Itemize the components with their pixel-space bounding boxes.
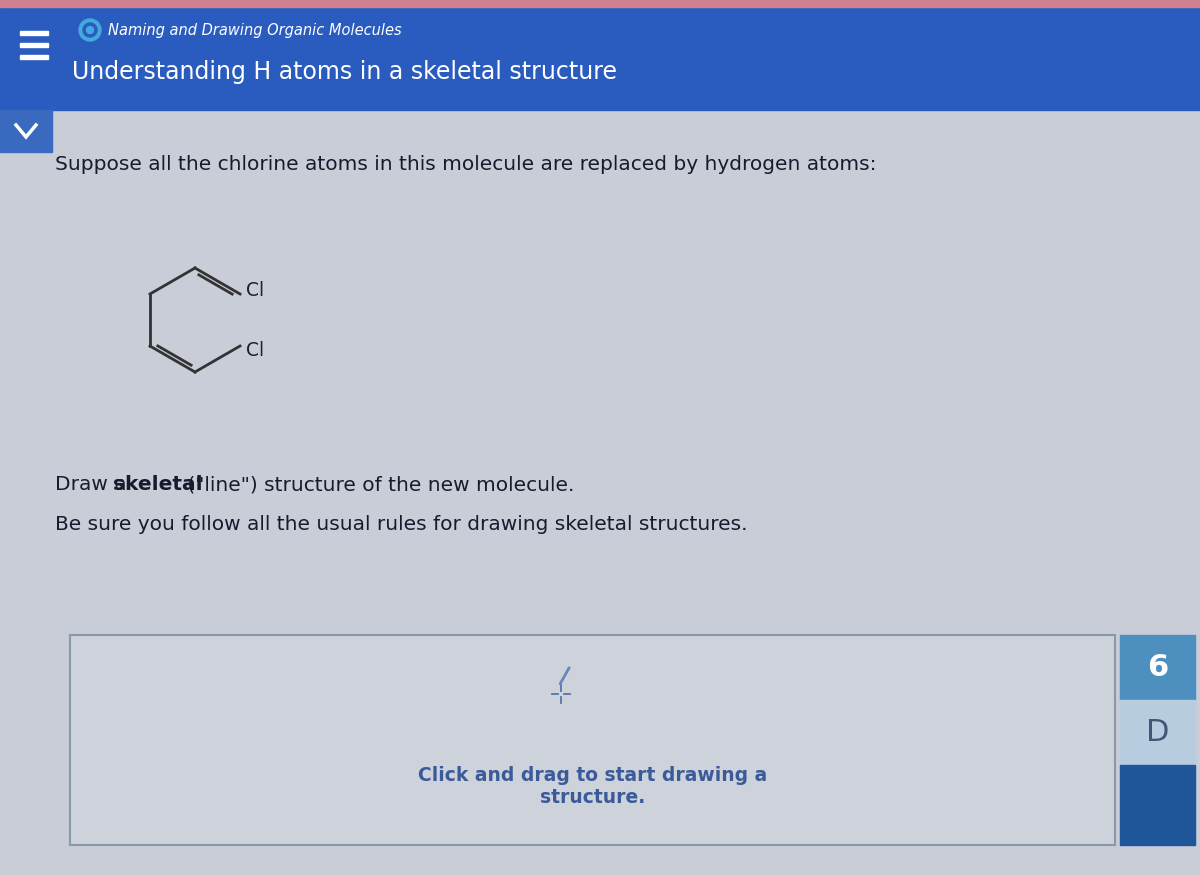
Bar [1120,765,1195,845]
Bar [20,55,48,59]
Text: Understanding H atoms in a skeletal structure: Understanding H atoms in a skeletal stru… [72,60,617,84]
Text: ("line") structure of the new molecule.: ("line") structure of the new molecule. [181,475,575,494]
Bar [20,31,48,35]
Bar [1120,700,1195,765]
Circle shape [83,23,97,37]
Bar [1120,635,1195,700]
Bar [70,635,1115,845]
Bar [0,0,1200,7]
Text: Suppose all the chlorine atoms in this molecule are replaced by hydrogen atoms:: Suppose all the chlorine atoms in this m… [55,156,876,174]
Text: Naming and Drawing Organic Molecules: Naming and Drawing Organic Molecules [108,23,402,38]
Text: Be sure you follow all the usual rules for drawing skeletal structures.: Be sure you follow all the usual rules f… [55,515,748,535]
Bar [0,7,1200,110]
Text: 6: 6 [1147,653,1168,682]
Bar [0,110,1200,875]
Text: D: D [1146,718,1169,747]
Text: Cl: Cl [246,340,264,360]
Text: Click and drag to start drawing a
structure.: Click and drag to start drawing a struct… [418,766,767,807]
Circle shape [79,19,101,41]
Bar [20,43,48,47]
Text: Cl: Cl [246,281,264,299]
Bar [0,110,52,152]
Text: Draw a: Draw a [55,475,133,494]
Bar [70,635,1115,845]
Circle shape [86,26,94,33]
Text: skeletal: skeletal [113,475,203,494]
